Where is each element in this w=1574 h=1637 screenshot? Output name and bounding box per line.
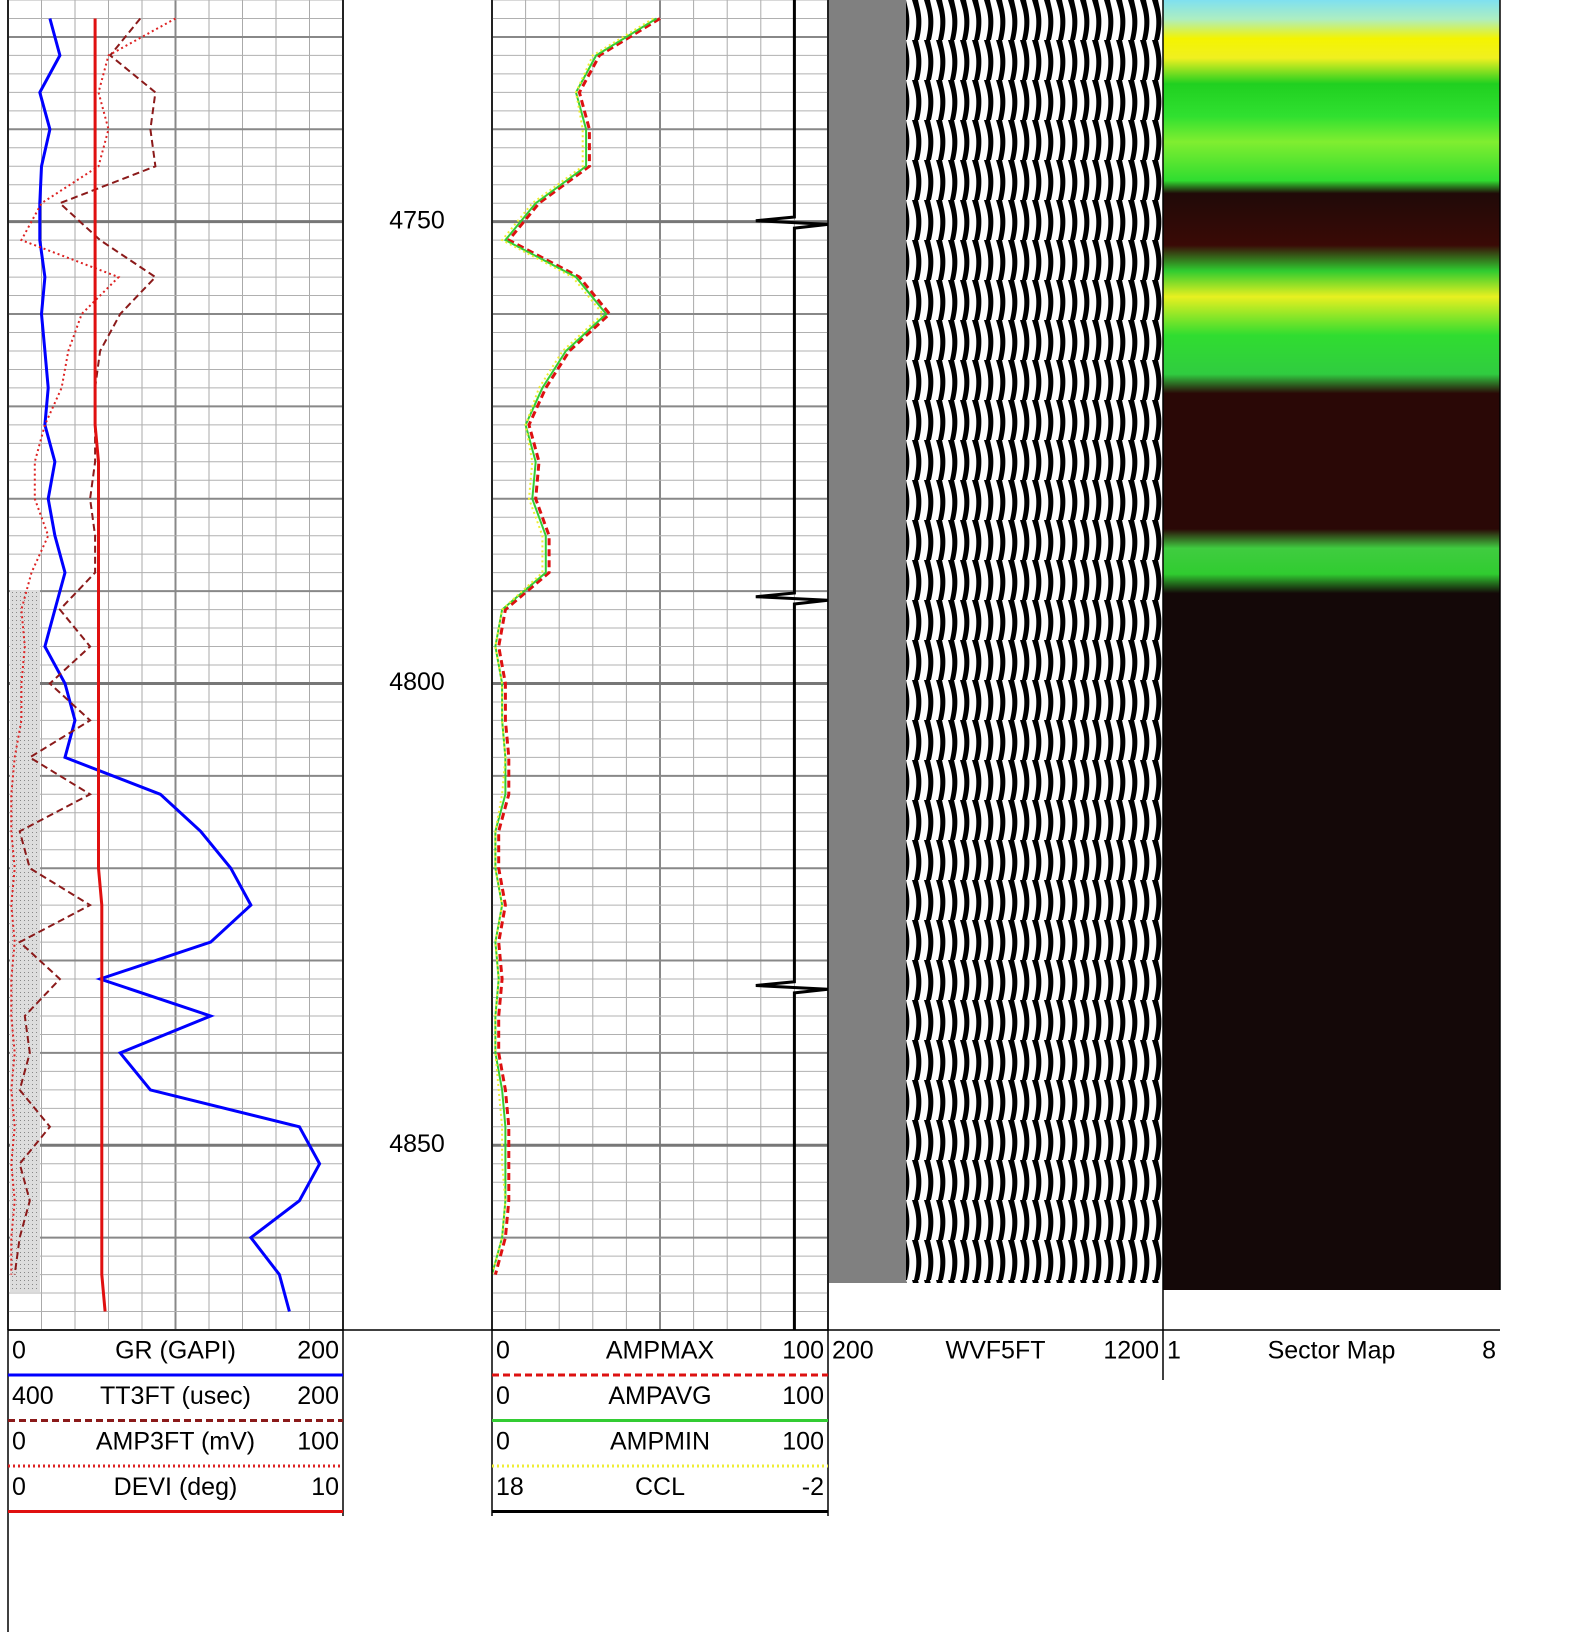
scale-left: 0 bbox=[496, 1337, 510, 1365]
scale-right: 8 bbox=[1482, 1337, 1496, 1365]
curve bbox=[491, 17, 658, 1275]
scale-right: -2 bbox=[802, 1473, 824, 1501]
waveform-background bbox=[828, 0, 906, 1283]
curve-name: GR (GAPI) bbox=[115, 1337, 236, 1365]
scale-right: 10 bbox=[311, 1473, 339, 1501]
curve-name: TT3FT (usec) bbox=[100, 1382, 251, 1410]
curve-name: AMPMIN bbox=[610, 1428, 710, 1456]
scale-left: 1 bbox=[1167, 1337, 1181, 1365]
image-name: WVF5FT bbox=[946, 1337, 1046, 1365]
scale-left: 0 bbox=[496, 1428, 510, 1456]
scale-left: 0 bbox=[12, 1428, 26, 1456]
scale-left: 200 bbox=[832, 1337, 874, 1365]
scale-right: 100 bbox=[782, 1382, 824, 1410]
curve-name: AMPMAX bbox=[606, 1337, 715, 1365]
scale-left: 0 bbox=[12, 1337, 26, 1365]
depth-label: 4800 bbox=[389, 668, 445, 696]
frame bbox=[7, 0, 1501, 1632]
curves bbox=[10, 0, 829, 1330]
scale-left: 0 bbox=[12, 1473, 26, 1501]
scale-right: 100 bbox=[782, 1428, 824, 1456]
scale-right: 200 bbox=[297, 1337, 339, 1365]
scale-left: 400 bbox=[12, 1382, 54, 1410]
curve bbox=[38, 18, 322, 1312]
scale-left: 0 bbox=[496, 1382, 510, 1410]
curve bbox=[93, 18, 107, 1312]
curve bbox=[493, 17, 661, 1275]
curve bbox=[13, 17, 157, 1275]
waveform-image bbox=[906, 0, 1162, 1283]
scale-left: 18 bbox=[496, 1473, 524, 1501]
labels: 4750 4800 4850 0 GR (GAPI) 200 400 TT3FT (usec)… bbox=[8, 206, 1496, 1513]
scale-right: 100 bbox=[297, 1428, 339, 1456]
sector-map-image bbox=[1163, 0, 1500, 1290]
curve bbox=[755, 0, 829, 1330]
curve-name: AMP3FT (mV) bbox=[96, 1428, 255, 1456]
image-name: Sector Map bbox=[1268, 1337, 1396, 1365]
depth-label: 4750 bbox=[389, 206, 445, 234]
curve-name: DEVI (deg) bbox=[114, 1473, 238, 1501]
curve bbox=[10, 17, 176, 1275]
curve-name: AMPAVG bbox=[608, 1382, 711, 1410]
curve bbox=[491, 17, 654, 1275]
depth-label: 4850 bbox=[389, 1130, 445, 1158]
scale-right: 1200 bbox=[1103, 1337, 1159, 1365]
scale-right: 100 bbox=[782, 1337, 824, 1365]
curve-name: CCL bbox=[635, 1473, 685, 1501]
scale-right: 200 bbox=[297, 1382, 339, 1410]
